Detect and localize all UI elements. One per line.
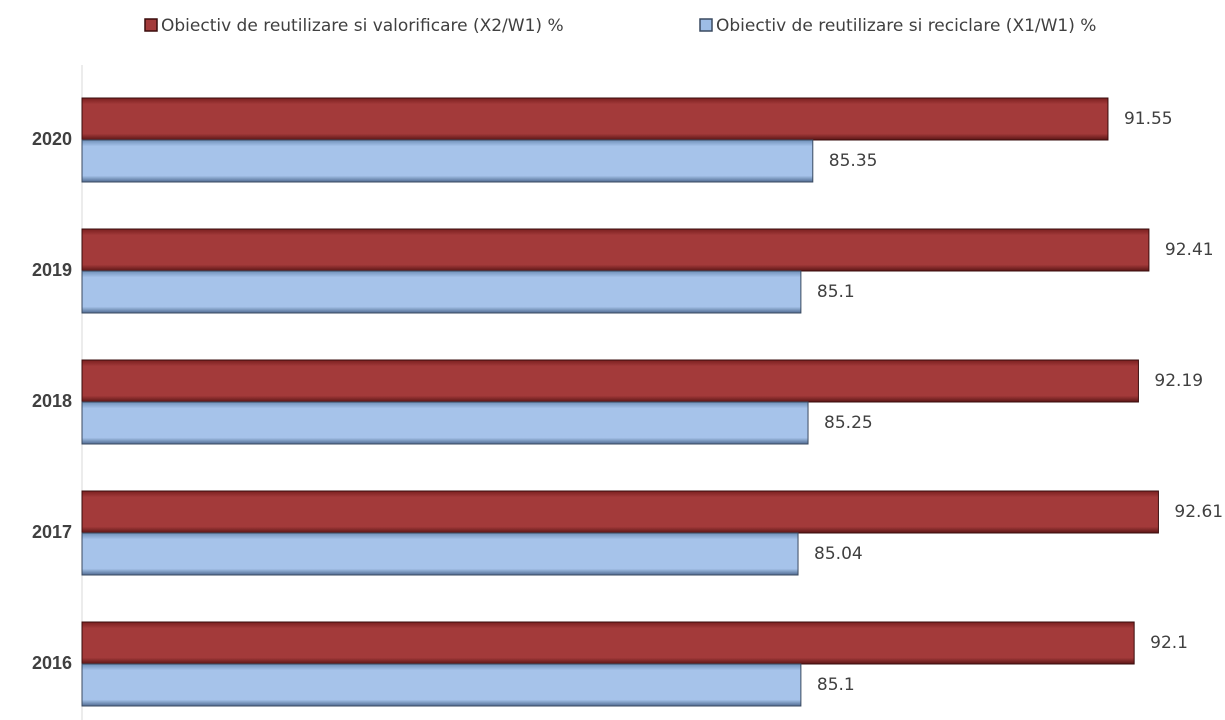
bar (81, 228, 1150, 272)
data-label: 92.41 (1165, 240, 1214, 260)
bar (81, 359, 1139, 403)
data-label: 85.1 (817, 282, 855, 302)
legend-label: Obiectiv de reutilizare si reciclare (X1… (716, 16, 1096, 36)
data-label: 85.35 (829, 151, 878, 171)
bar (81, 139, 814, 183)
bar (81, 490, 1159, 534)
y-tick-label: 2016 (32, 653, 72, 673)
data-label: 91.55 (1124, 109, 1173, 129)
y-tick-label: 2018 (32, 391, 72, 411)
y-tick-label: 2019 (32, 260, 72, 280)
legend-swatch (144, 18, 158, 32)
bar (81, 621, 1135, 665)
bar (81, 97, 1109, 141)
legend-label: Obiectiv de reutilizare si valorificare … (161, 16, 564, 36)
bar (81, 663, 802, 707)
bar (81, 401, 809, 445)
data-label: 92.19 (1154, 371, 1203, 391)
y-tick-label: 2017 (32, 522, 72, 542)
data-label: 85.1 (817, 675, 855, 695)
bar (81, 532, 799, 576)
data-label: 85.04 (814, 544, 863, 564)
data-label: 85.25 (824, 413, 873, 433)
y-tick-label: 2020 (32, 129, 72, 149)
data-label: 92.61 (1174, 502, 1223, 522)
data-label: 92.1 (1150, 633, 1188, 653)
legend-swatch (699, 18, 713, 32)
bar (81, 270, 802, 314)
